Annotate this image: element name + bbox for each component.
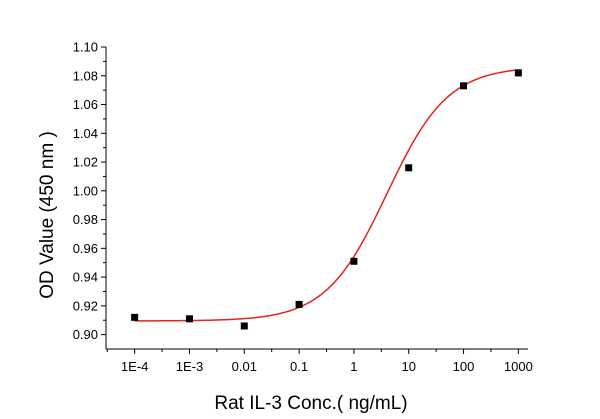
y-tick-label: 1.10: [73, 40, 98, 55]
x-ticks-group: 1E-4 1E-3 0.01 0.1 1 10 100 1000: [106, 349, 533, 374]
x-tick-label: 1: [350, 359, 357, 374]
x-tick-label: 100: [453, 359, 475, 374]
axes-group: [105, 47, 528, 350]
y-axis-title: OD Value (450 nm ): [37, 131, 58, 299]
fit-curve-group: [134, 69, 519, 322]
x-tick-label: 1E-3: [176, 359, 203, 374]
y-tick-label: 0.98: [73, 212, 98, 227]
y-tick-label: 1.00: [73, 183, 98, 198]
y-tick-label: 0.92: [73, 298, 98, 313]
y-ticks-group: 0.90 0.92 0.94 0.96 0.98 1.00 1.02 1.04 1.06 1.08…: [73, 40, 106, 342]
y-tick-label: 0.96: [73, 241, 98, 256]
data-point: [514, 69, 522, 77]
y-tick-label: 0.94: [73, 270, 98, 285]
data-point: [350, 257, 358, 265]
x-tick-label: 10: [401, 359, 415, 374]
x-tick-label: 1E-4: [121, 359, 148, 374]
data-point: [405, 164, 413, 172]
x-tick-label: 0.1: [290, 359, 308, 374]
data-point: [295, 300, 303, 308]
y-tick-label: 1.04: [73, 126, 98, 141]
data-points-group: [131, 69, 522, 330]
data-point: [240, 322, 248, 330]
x-axis-title: Rat IL-3 Conc.( ng/mL): [214, 393, 407, 414]
x-tick-label: 1000: [504, 359, 533, 374]
fit-curve-line: [134, 69, 519, 322]
y-tick-label: 1.06: [73, 97, 98, 112]
data-point: [131, 313, 139, 321]
x-tick-label: 0.01: [232, 359, 257, 374]
y-tick-label: 1.02: [73, 155, 98, 170]
data-point: [185, 315, 193, 323]
y-tick-label: 0.90: [73, 327, 98, 342]
y-tick-label: 1.08: [73, 68, 98, 83]
data-point: [460, 82, 468, 90]
